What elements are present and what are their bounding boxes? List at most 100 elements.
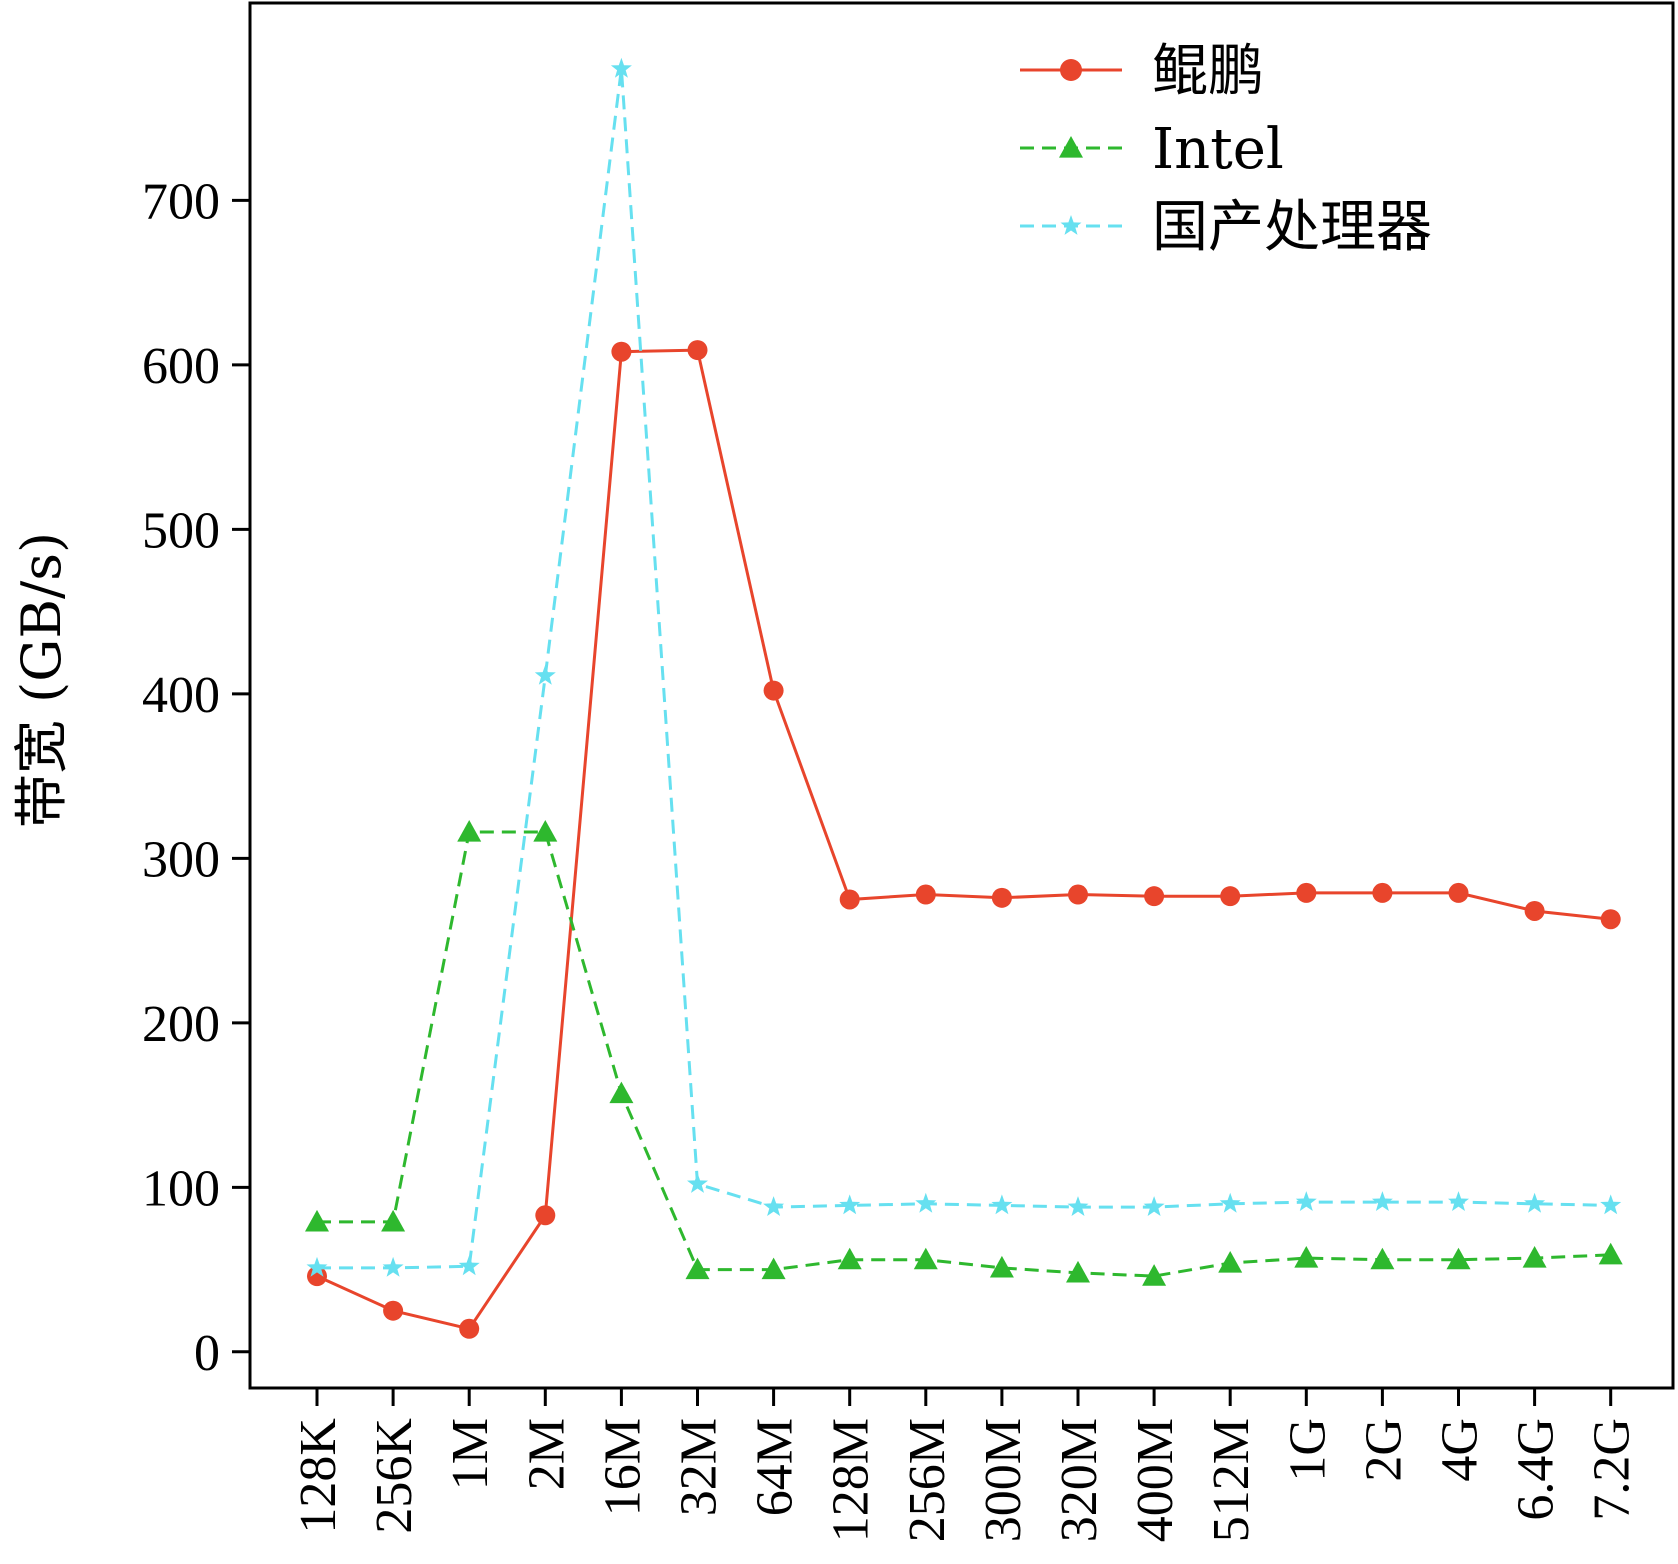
- legend-label: 鲲鹏: [1152, 39, 1264, 104]
- x-tick-label: 320M: [1051, 1418, 1108, 1542]
- y-tick-label: 100: [142, 1160, 220, 1217]
- data-point: [837, 1247, 862, 1270]
- data-point: [1144, 886, 1165, 907]
- series-layer: [305, 57, 1623, 1339]
- data-point: [534, 664, 556, 685]
- x-tick-label: 6.4G: [1508, 1418, 1565, 1521]
- legend-label: Intel: [1152, 117, 1284, 182]
- x-tick-label: 128K: [290, 1418, 347, 1534]
- data-point: [1142, 1264, 1167, 1286]
- data-point: [1296, 882, 1317, 903]
- x-tick-label: 1G: [1279, 1418, 1336, 1482]
- data-point: [535, 1205, 556, 1226]
- data-point: [381, 1209, 406, 1232]
- data-point: [609, 1081, 634, 1104]
- data-point: [989, 1255, 1014, 1278]
- x-tick-label: 256M: [899, 1418, 956, 1542]
- data-point: [763, 1196, 785, 1216]
- data-point: [685, 1257, 710, 1280]
- data-point: [687, 1173, 708, 1193]
- y-tick-label: 0: [194, 1325, 220, 1382]
- data-point: [991, 887, 1012, 908]
- x-tick-label: 7.2G: [1584, 1418, 1641, 1521]
- x-tick-label: 16M: [594, 1418, 651, 1516]
- series-0: [307, 340, 1621, 1339]
- data-point: [1370, 1247, 1395, 1270]
- data-point: [1598, 1242, 1623, 1265]
- x-tick-label: 2G: [1355, 1418, 1412, 1482]
- plot-frame: [248, 1, 1675, 1390]
- data-point: [457, 820, 482, 842]
- y-tick-label: 300: [142, 831, 220, 888]
- data-point: [1218, 1250, 1243, 1273]
- y-tick-label: 700: [142, 173, 220, 230]
- data-point: [1600, 909, 1621, 930]
- legend-item-2: 国产处理器: [1020, 195, 1432, 260]
- x-tick-label: 512M: [1203, 1418, 1260, 1542]
- data-point: [1371, 1191, 1393, 1211]
- data-point: [1372, 882, 1393, 903]
- data-point: [1220, 886, 1241, 907]
- legend-item-0: 鲲鹏: [1020, 39, 1264, 104]
- data-point: [913, 1247, 938, 1270]
- data-point: [1068, 884, 1088, 905]
- data-point: [763, 680, 784, 701]
- data-point: [1059, 136, 1083, 158]
- data-point: [383, 1300, 404, 1321]
- x-tick-label: 256K: [366, 1418, 423, 1534]
- series-line: [317, 68, 1611, 1270]
- data-point: [1524, 1192, 1546, 1213]
- series-line: [317, 830, 1611, 1278]
- data-point: [687, 340, 708, 361]
- x-tick-label: 4G: [1432, 1418, 1489, 1482]
- legend-item-1: Intel: [1020, 117, 1284, 182]
- x-tick-label: 128M: [823, 1418, 880, 1542]
- x-tick-label: 64M: [747, 1418, 804, 1516]
- data-point: [991, 1194, 1013, 1215]
- data-point: [611, 341, 632, 362]
- legend-label: 国产处理器: [1152, 195, 1432, 260]
- x-axis: 128K 256K 1M 2M 16M 32M 64M 128M 256M 300M 320M 400…: [290, 1388, 1641, 1542]
- data-point: [1522, 1246, 1547, 1268]
- x-tick-label: 400M: [1127, 1418, 1184, 1542]
- data-point: [307, 1266, 327, 1287]
- x-tick-label: 32M: [671, 1418, 728, 1516]
- data-point: [305, 1209, 329, 1232]
- series-1: [305, 820, 1623, 1286]
- data-point: [1143, 1196, 1165, 1216]
- y-tick-label: 400: [142, 667, 220, 724]
- data-point: [1295, 1191, 1317, 1211]
- data-point: [1219, 1192, 1241, 1213]
- data-point: [1448, 882, 1469, 903]
- data-point: [839, 889, 860, 910]
- legend: 鲲鹏 Intel 国产处理器: [1020, 39, 1432, 260]
- data-point: [1060, 59, 1082, 81]
- y-axis: 0 100 200 300 400 500 600 700: [142, 173, 250, 1382]
- data-point: [459, 1318, 480, 1339]
- y-tick-label: 500: [142, 502, 220, 559]
- data-point: [1060, 215, 1082, 235]
- data-point: [1600, 1194, 1622, 1215]
- data-point: [761, 1257, 786, 1280]
- y-axis-title: 带宽 (GB/s): [10, 532, 73, 828]
- data-point: [533, 820, 558, 842]
- data-point: [1066, 1260, 1090, 1283]
- data-point: [306, 1256, 328, 1277]
- y-tick-label: 600: [142, 338, 220, 395]
- data-point: [382, 1256, 404, 1277]
- data-point: [915, 1192, 937, 1213]
- x-tick-label: 2M: [518, 1418, 575, 1490]
- series-line: [316, 348, 1611, 1331]
- data-point: [915, 884, 936, 905]
- data-point: [1448, 1191, 1469, 1211]
- data-point: [458, 1255, 480, 1276]
- data-point: [1294, 1246, 1319, 1268]
- data-point: [839, 1194, 861, 1215]
- data-point: [1067, 1196, 1089, 1216]
- y-tick-label: 200: [142, 996, 220, 1053]
- x-tick-label: 300M: [975, 1418, 1032, 1542]
- data-point: [610, 57, 632, 78]
- data-point: [1524, 900, 1545, 921]
- x-tick-label: 1M: [442, 1418, 499, 1490]
